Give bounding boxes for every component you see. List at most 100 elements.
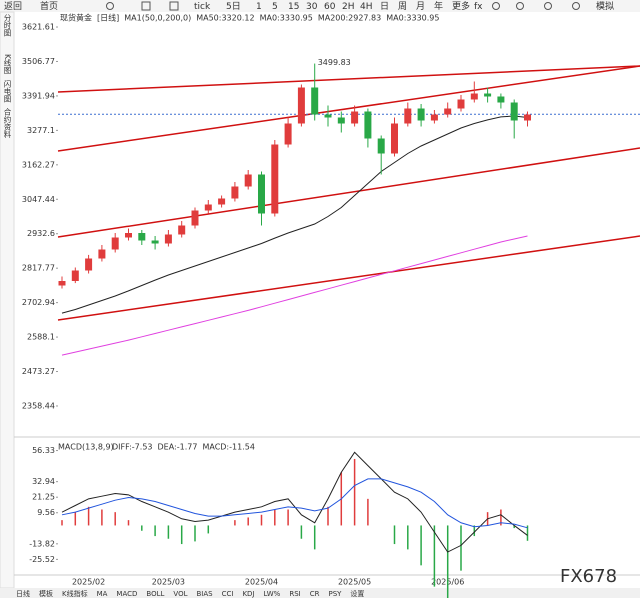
macd-line (61, 451, 528, 553)
candle-body (311, 87, 319, 115)
toolbar-button[interactable]: 5日 (226, 1, 241, 12)
candle-body (244, 174, 252, 187)
bottom-tab[interactable]: 设置 (350, 589, 364, 598)
y-tick-label: 3391.94 (22, 91, 55, 100)
candle-body (58, 281, 66, 286)
toolbar-button[interactable]: 5 (272, 2, 278, 12)
y-tick-label: 2588.1 (27, 333, 55, 342)
candle-body (404, 108, 412, 124)
bottom-tab[interactable]: BOLL (146, 590, 164, 598)
candle-body (71, 270, 79, 281)
bottom-tab[interactable]: CR (310, 590, 320, 598)
bottom-tab[interactable]: 模板 (39, 589, 53, 598)
side-tab[interactable]: 闪电图 (3, 80, 12, 104)
candle-body (164, 234, 172, 244)
chart-icon[interactable] (141, 1, 151, 11)
candle-body (85, 258, 93, 271)
toolbar-button[interactable]: 模拟 (596, 0, 614, 12)
macd-y-tick-label: 21.25 (32, 493, 55, 502)
moving-average (61, 115, 528, 314)
header-item: 现货黄金 (60, 13, 92, 23)
candle-body (204, 204, 212, 211)
toolbar-button[interactable]: 2H (342, 2, 355, 12)
bottom-tab[interactable]: CCI (222, 590, 234, 598)
y-tick-label: 3277.1 (27, 126, 55, 135)
candle-body (524, 114, 531, 121)
bottom-tab[interactable]: KDJ (242, 590, 254, 598)
macd-y-tick-label: 56.33 (32, 446, 55, 455)
bottom-tab[interactable]: BIAS (196, 590, 213, 598)
candle-body (151, 240, 159, 244)
bottom-tab[interactable]: 日线 (16, 589, 30, 598)
refresh-icon[interactable] (106, 2, 114, 10)
candle-body (178, 225, 186, 235)
toolbar (0, 0, 640, 12)
toolbar-button[interactable]: 日 (380, 1, 389, 12)
candle-body (258, 174, 265, 214)
toolbar-button[interactable]: 周 (398, 1, 407, 12)
y-tick-label: 2932.6 (27, 229, 55, 238)
candle-body (444, 108, 452, 115)
channel-line (57, 65, 640, 93)
tool-icon[interactable] (492, 2, 500, 10)
candle-body (430, 114, 438, 121)
toolbar-button[interactable]: 30 (306, 2, 318, 12)
toolbar-button[interactable]: 返回 (4, 0, 22, 12)
x-tick-label: 2025/03 (152, 578, 185, 587)
toolbar-button[interactable]: 月 (416, 1, 425, 12)
side-tab[interactable]: 合约资料 (3, 107, 12, 140)
candle-body (457, 99, 465, 109)
candle-body (138, 233, 146, 241)
toolbar-button[interactable]: 4H (360, 2, 373, 12)
y-tick-label: 3162.27 (22, 160, 55, 169)
channel-upper (57, 65, 640, 152)
macd-label: DEA:-1.77 (158, 443, 198, 452)
toolbar-button[interactable]: fx (474, 2, 483, 12)
macd-y-tick-label: -25.52 (29, 555, 55, 564)
header-item: MA50:3320.12 (196, 14, 254, 23)
toolbar-button[interactable]: 年 (434, 0, 443, 12)
toolbar-button[interactable]: 首页 (40, 0, 58, 12)
tool-icon[interactable] (516, 2, 524, 10)
bottom-tab[interactable]: PSY (328, 590, 342, 598)
toolbar-button[interactable]: 1 (256, 2, 262, 12)
toolbar-button[interactable]: tick (194, 2, 211, 12)
candle-body (484, 93, 492, 97)
candle-body (231, 186, 239, 199)
candle-body (377, 138, 385, 154)
bottom-tab[interactable]: K线指标 (62, 589, 88, 598)
candle-body (510, 102, 518, 121)
side-tab[interactable]: 分时图 (3, 14, 12, 38)
macd-y-tick-label: 32.94 (32, 477, 55, 486)
bottom-tab[interactable]: RSI (289, 590, 300, 598)
toolbar-button[interactable]: 15 (288, 2, 299, 12)
header-item: [日线] (97, 13, 119, 23)
candle-body (98, 249, 106, 259)
toolbar-button[interactable]: 更多 (452, 0, 470, 12)
macd-line (61, 478, 528, 529)
macd-label: DIFF:-7.53 (112, 443, 153, 452)
tool-icon[interactable] (544, 2, 552, 10)
candle-body (324, 114, 332, 118)
chart-icon[interactable] (169, 1, 179, 11)
macd-label: MACD:-11.54 (202, 443, 254, 452)
x-tick-label: 2025/02 (72, 578, 105, 587)
bottom-tab[interactable]: MACD (116, 590, 137, 598)
toolbar-button[interactable]: 60 (324, 2, 336, 12)
bottom-tab[interactable]: VOL (173, 590, 187, 598)
candle-body (497, 96, 505, 103)
y-tick-label: 2358.44 (22, 401, 55, 410)
bottom-tab[interactable]: MA (97, 590, 108, 598)
candle-body (271, 144, 279, 214)
tool-icon[interactable] (572, 2, 580, 10)
x-tick-label: 2025/05 (338, 578, 371, 587)
bottom-bar (0, 588, 640, 598)
y-tick-label: 2702.94 (22, 298, 55, 307)
channel-middle (57, 147, 640, 238)
header-item: MA0:3330.95 (386, 14, 439, 23)
side-tab[interactable]: K线图 (3, 54, 12, 75)
candle-body (417, 108, 425, 121)
bottom-tab[interactable]: LW% (263, 590, 280, 598)
header-item: MA0:3330.95 (260, 14, 313, 23)
